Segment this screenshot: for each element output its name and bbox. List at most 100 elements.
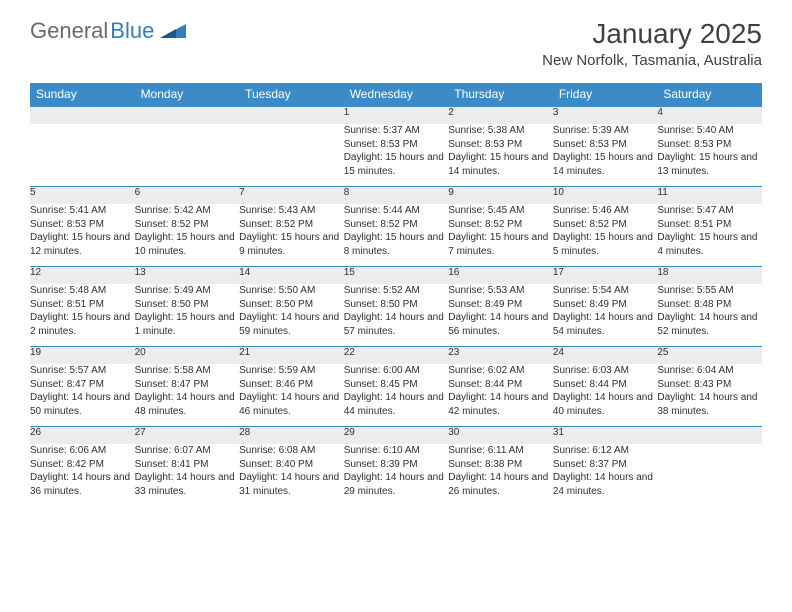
daylight-text: Daylight: 14 hours and 50 minutes.: [30, 391, 135, 418]
day-data-cell: Sunrise: 5:47 AMSunset: 8:51 PMDaylight:…: [657, 204, 762, 266]
day-data-cell: Sunrise: 5:49 AMSunset: 8:50 PMDaylight:…: [135, 284, 240, 346]
daylight-text: Daylight: 14 hours and 57 minutes.: [344, 311, 449, 338]
sunrise-text: Sunrise: 5:48 AM: [30, 284, 135, 298]
sunrise-text: Sunrise: 5:53 AM: [448, 284, 553, 298]
sunrise-text: Sunrise: 5:49 AM: [135, 284, 240, 298]
day-number-cell: 27: [135, 426, 240, 444]
day-header: Thursday: [448, 83, 553, 106]
day-number-cell: [135, 106, 240, 124]
sunrise-text: Sunrise: 5:55 AM: [657, 284, 762, 298]
sunrise-text: Sunrise: 5:41 AM: [30, 204, 135, 218]
day-data-cell: Sunrise: 6:11 AMSunset: 8:38 PMDaylight:…: [448, 444, 553, 506]
day-number-cell: 17: [553, 266, 658, 284]
daylight-text: Daylight: 14 hours and 56 minutes.: [448, 311, 553, 338]
sunrise-text: Sunrise: 5:37 AM: [344, 124, 449, 138]
day-number-cell: 22: [344, 346, 449, 364]
brand-part2: Blue: [110, 18, 154, 44]
day-number-cell: 20: [135, 346, 240, 364]
day-number-cell: [657, 426, 762, 444]
day-number-cell: 24: [553, 346, 658, 364]
sunset-text: Sunset: 8:51 PM: [657, 218, 762, 232]
sunrise-text: Sunrise: 6:00 AM: [344, 364, 449, 378]
day-data-cell: Sunrise: 5:57 AMSunset: 8:47 PMDaylight:…: [30, 364, 135, 426]
day-data-cell: Sunrise: 5:43 AMSunset: 8:52 PMDaylight:…: [239, 204, 344, 266]
daylight-text: Daylight: 14 hours and 46 minutes.: [239, 391, 344, 418]
sunrise-text: Sunrise: 5:45 AM: [448, 204, 553, 218]
day-data-cell: Sunrise: 5:40 AMSunset: 8:53 PMDaylight:…: [657, 124, 762, 186]
week-number-row: 567891011: [30, 186, 762, 204]
sunset-text: Sunset: 8:44 PM: [553, 378, 658, 392]
day-header: Tuesday: [239, 83, 344, 106]
sunrise-text: Sunrise: 5:54 AM: [553, 284, 658, 298]
daylight-text: Daylight: 15 hours and 12 minutes.: [30, 231, 135, 258]
daylight-text: Daylight: 15 hours and 13 minutes.: [657, 151, 762, 178]
day-header: Wednesday: [344, 83, 449, 106]
day-data-cell: Sunrise: 5:58 AMSunset: 8:47 PMDaylight:…: [135, 364, 240, 426]
sunrise-text: Sunrise: 5:52 AM: [344, 284, 449, 298]
sunset-text: Sunset: 8:37 PM: [553, 458, 658, 472]
daylight-text: Daylight: 15 hours and 10 minutes.: [135, 231, 240, 258]
day-number-cell: 28: [239, 426, 344, 444]
day-data-cell: Sunrise: 5:37 AMSunset: 8:53 PMDaylight:…: [344, 124, 449, 186]
day-data-cell: Sunrise: 6:03 AMSunset: 8:44 PMDaylight:…: [553, 364, 658, 426]
day-number-cell: 13: [135, 266, 240, 284]
daylight-text: Daylight: 15 hours and 15 minutes.: [344, 151, 449, 178]
day-number-cell: 6: [135, 186, 240, 204]
day-header-row: Sunday Monday Tuesday Wednesday Thursday…: [30, 83, 762, 106]
sunset-text: Sunset: 8:38 PM: [448, 458, 553, 472]
day-header: Monday: [135, 83, 240, 106]
sunrise-text: Sunrise: 5:50 AM: [239, 284, 344, 298]
day-number-cell: 7: [239, 186, 344, 204]
sunset-text: Sunset: 8:46 PM: [239, 378, 344, 392]
week-number-row: 12131415161718: [30, 266, 762, 284]
sunrise-text: Sunrise: 5:40 AM: [657, 124, 762, 138]
daylight-text: Daylight: 15 hours and 14 minutes.: [553, 151, 658, 178]
sunrise-text: Sunrise: 5:59 AM: [239, 364, 344, 378]
day-data-cell: Sunrise: 5:54 AMSunset: 8:49 PMDaylight:…: [553, 284, 658, 346]
sunset-text: Sunset: 8:50 PM: [344, 298, 449, 312]
day-data-cell: Sunrise: 5:45 AMSunset: 8:52 PMDaylight:…: [448, 204, 553, 266]
sunset-text: Sunset: 8:52 PM: [135, 218, 240, 232]
day-data-cell: Sunrise: 6:04 AMSunset: 8:43 PMDaylight:…: [657, 364, 762, 426]
day-data-cell: Sunrise: 6:02 AMSunset: 8:44 PMDaylight:…: [448, 364, 553, 426]
day-number-cell: 10: [553, 186, 658, 204]
day-number-cell: 11: [657, 186, 762, 204]
day-data-cell: Sunrise: 5:59 AMSunset: 8:46 PMDaylight:…: [239, 364, 344, 426]
day-data-cell: [239, 124, 344, 186]
daylight-text: Daylight: 14 hours and 38 minutes.: [657, 391, 762, 418]
daylight-text: Daylight: 15 hours and 5 minutes.: [553, 231, 658, 258]
week-number-row: 262728293031: [30, 426, 762, 444]
day-header: Saturday: [657, 83, 762, 106]
day-number-cell: 21: [239, 346, 344, 364]
week-data-row: Sunrise: 5:48 AMSunset: 8:51 PM Daylight:…: [30, 284, 762, 346]
daylight-text: Daylight: 15 hours and 7 minutes.: [448, 231, 553, 258]
day-data-cell: [657, 444, 762, 506]
sunset-text: Sunset: 8:52 PM: [239, 218, 344, 232]
daylight-text: Daylight: 14 hours and 42 minutes.: [448, 391, 553, 418]
sunset-text: Sunset: 8:50 PM: [239, 298, 344, 312]
sunset-text: Sunset: 8:53 PM: [448, 138, 553, 152]
sunset-text: Sunset: 8:42 PM: [30, 458, 135, 472]
week-data-row: Sunrise: 6:06 AMSunset: 8:42 PMDaylight:…: [30, 444, 762, 506]
sunrise-text: Sunrise: 5:39 AM: [553, 124, 658, 138]
sunrise-text: Sunrise: 5:58 AM: [135, 364, 240, 378]
day-number-cell: 12: [30, 266, 135, 284]
sunrise-text: Sunrise: 6:11 AM: [448, 444, 553, 458]
sunset-text: Sunset: 8:52 PM: [553, 218, 658, 232]
day-data-cell: Sunrise: 6:10 AMSunset: 8:39 PMDaylight:…: [344, 444, 449, 506]
day-number-cell: 16: [448, 266, 553, 284]
sunset-text: Sunset: 8:48 PM: [657, 298, 762, 312]
brand-logo: GeneralBlue: [30, 18, 186, 44]
day-data-cell: Sunrise: 5:41 AMSunset: 8:53 PMDaylight:…: [30, 204, 135, 266]
day-number-cell: 30: [448, 426, 553, 444]
daylight-text: Daylight: 15 hours and 14 minutes.: [448, 151, 553, 178]
sunset-text: Sunset: 8:51 PM: [30, 298, 135, 312]
day-data-cell: Sunrise: 6:06 AMSunset: 8:42 PMDaylight:…: [30, 444, 135, 506]
sunset-text: Sunset: 8:49 PM: [553, 298, 658, 312]
title-block: January 2025 New Norfolk, Tasmania, Aust…: [542, 18, 762, 69]
day-number-cell: 29: [344, 426, 449, 444]
day-data-cell: [135, 124, 240, 186]
sunrise-text: Sunrise: 6:02 AM: [448, 364, 553, 378]
day-number-cell: 15: [344, 266, 449, 284]
day-number-cell: 18: [657, 266, 762, 284]
